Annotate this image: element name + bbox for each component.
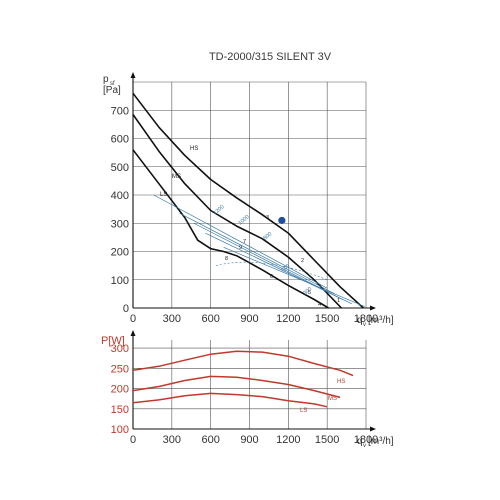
x-tick-label: 1500 — [315, 313, 339, 325]
y-tick-label: 700 — [111, 105, 129, 117]
chart-title: TD-2000/315 SILENT 3V — [209, 51, 332, 63]
power-x-label-sub: v — [363, 443, 366, 449]
rpm-label: 600 — [280, 263, 291, 274]
pressure-x-label-symbol: q — [357, 315, 363, 326]
x-tick-label: 900 — [240, 434, 258, 446]
duty-point-number: 1 — [337, 298, 340, 304]
power-series-label-hs: HS — [337, 379, 345, 385]
power-plot: 0 300 600 900 1200 1500 1800 100 150 200 250 300 HS M… — [111, 330, 378, 446]
x-tick-label: 0 — [130, 434, 136, 446]
rpm-iso-line — [179, 213, 336, 295]
series-label-ms: MS — [172, 174, 181, 180]
x-axis-arrow — [370, 426, 376, 432]
power-x-label-symbol: q — [357, 436, 363, 447]
power-series-label-ms: MS — [328, 396, 337, 402]
rpm-iso-line — [205, 232, 352, 305]
operating-point-marker — [278, 216, 286, 225]
series-line-hs — [132, 350, 354, 377]
pressure-x-unit: [m³/h] — [368, 315, 394, 326]
y-tick-label: 300 — [111, 218, 129, 230]
pressure-y-label: p sf [Pa] — [103, 74, 121, 96]
x-tick-label: 0 — [130, 313, 136, 325]
y-tick-label: 400 — [111, 190, 129, 202]
x-tick-label: 1200 — [276, 434, 300, 446]
duty-point-number: 7 — [243, 239, 246, 245]
x-tick-label: 1800 — [354, 313, 378, 325]
y-tick-label: 200 — [111, 384, 129, 396]
rpm-label: 300 — [302, 286, 313, 297]
duty-point-number: 5 — [308, 290, 311, 296]
rpm-iso-line — [153, 194, 328, 289]
power-series-label-ls: LS — [300, 408, 307, 414]
y-axis-arrow — [130, 330, 136, 336]
y-tick-label: 100 — [111, 275, 129, 287]
y-tick-label: 0 — [123, 303, 129, 315]
x-tick-label: 600 — [201, 434, 219, 446]
duty-point-number: 3 — [266, 215, 269, 221]
power-x-unit: [m³/h] — [368, 436, 394, 447]
series-line-ms — [132, 114, 342, 309]
pressure-y-label-sub: sf — [110, 81, 115, 87]
y-tick-label: 600 — [111, 134, 129, 146]
y-tick-label: 250 — [111, 363, 129, 375]
y-axis-arrow — [130, 72, 136, 78]
pressure-y-label-symbol: p — [103, 74, 109, 85]
y-tick-label: 150 — [111, 404, 129, 416]
y-tick-label: 500 — [111, 162, 129, 174]
power-x-label: q v [m³/h] — [357, 436, 394, 449]
rpm-label: 800 — [262, 231, 273, 242]
pressure-x-label: q v [m³/h] — [357, 315, 394, 328]
x-tick-label: 300 — [163, 434, 181, 446]
pressure-plot: 0 300 600 900 1200 1500 1800010020030040050060… — [111, 72, 378, 325]
pressure-x-label-sub: v — [363, 322, 366, 328]
rpm-label: 1000 — [237, 214, 250, 226]
series-line-ls — [132, 149, 329, 309]
pressure-y-unit: [Pa] — [103, 85, 121, 96]
series-label-ls: LS — [160, 192, 167, 198]
x-tick-label: 600 — [201, 313, 219, 325]
duty-point-number: 9 — [239, 245, 242, 251]
duty-point-number: 8 — [225, 256, 228, 262]
x-axis-arrow — [370, 305, 376, 311]
y-tick-label: 200 — [111, 247, 129, 259]
duty-point-number: 2 — [301, 258, 304, 264]
x-tick-label: 300 — [163, 313, 181, 325]
x-tick-label: 1500 — [315, 434, 339, 446]
x-tick-label: 1200 — [276, 313, 300, 325]
x-tick-label: 900 — [240, 313, 258, 325]
rpm-iso-line — [223, 246, 365, 307]
series-line-ls — [132, 392, 328, 408]
power-y-label: P[W] — [101, 335, 125, 347]
series-line-hs — [132, 92, 364, 309]
duty-point-number: 4 — [318, 302, 321, 308]
y-tick-label: 100 — [111, 424, 129, 436]
duty-point-number: 6 — [270, 274, 273, 280]
y-tick-label: 300 — [111, 343, 129, 355]
series-label-hs: HS — [190, 146, 198, 152]
x-tick-label: 1800 — [354, 434, 378, 446]
series-line-ms — [132, 375, 341, 399]
